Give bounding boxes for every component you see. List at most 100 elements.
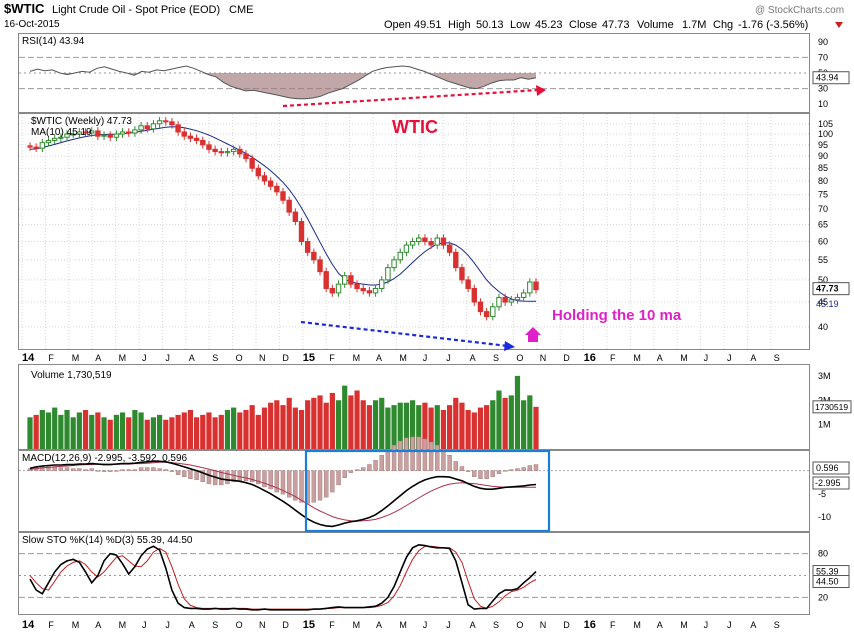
volume-bar <box>218 414 224 449</box>
price-candle-body <box>409 241 416 246</box>
stochastic-d-value-label: 44.50 <box>816 577 839 587</box>
rsi-divergence-arrowhead-icon <box>536 85 546 96</box>
bottom-x-tick-label: J <box>142 620 147 630</box>
price-candle-body <box>82 131 89 134</box>
bottom-x-tick-label: S <box>493 620 499 630</box>
macd-histogram-bar <box>299 470 304 503</box>
macd-histogram-bar <box>274 470 280 493</box>
price-candle-body <box>317 259 323 273</box>
volume-bar <box>397 402 403 449</box>
macd-histogram-bar <box>336 470 341 486</box>
bottom-x-tick-label: A <box>376 620 382 630</box>
volume-bar <box>360 400 366 449</box>
price-candle-body <box>70 133 76 136</box>
price-candle-body <box>446 244 453 253</box>
price-y-tick-label: 90 <box>818 151 828 161</box>
price-candle-body <box>520 292 527 298</box>
macd-histogram-bar <box>27 468 33 471</box>
price-candle-body <box>261 175 268 182</box>
price-y-tick-label: 40 <box>818 322 828 332</box>
volume-bar <box>58 414 64 449</box>
macd-histogram-bar <box>114 470 119 472</box>
macd-histogram-bar <box>182 470 187 477</box>
price-candle-body <box>329 287 336 294</box>
macd-histogram-bar <box>225 470 230 485</box>
volume-bar <box>385 407 391 449</box>
volume-bar <box>138 412 144 449</box>
macd-histogram-bar <box>398 440 403 471</box>
macd-histogram-bar <box>286 470 292 498</box>
volume-bar <box>447 405 453 449</box>
macd-line <box>29 460 537 528</box>
macd-histogram-bar <box>496 470 502 474</box>
macd-histogram-bar <box>435 444 440 471</box>
bottom-x-tick-label: M <box>119 620 127 630</box>
macd-histogram-bar <box>126 469 131 471</box>
price-candle-body <box>212 148 218 153</box>
price-y-tick-label: 50 <box>818 275 828 285</box>
macd-histogram-bar <box>206 470 212 485</box>
macd-histogram-bar <box>465 470 471 472</box>
price-x-tick-label: A <box>189 353 195 363</box>
bottom-x-tick-label: M <box>72 620 80 630</box>
bottom-x-tick-label: S <box>212 620 218 630</box>
price-candle-body <box>440 237 447 246</box>
macd-histogram-bar <box>293 470 298 501</box>
macd-y-tick-label: -10 <box>818 512 831 522</box>
stochastic-d-value-box <box>812 575 850 589</box>
price-candle-body <box>64 133 70 138</box>
volume-bar <box>268 402 274 449</box>
macd-histogram-bar <box>391 444 397 471</box>
bottom-x-tick-label: F <box>48 620 54 630</box>
price-divergence-arrowhead-icon <box>504 341 515 351</box>
price-candle-body <box>416 237 422 243</box>
volume-bar <box>416 405 422 449</box>
macd-histogram-bar <box>249 470 255 483</box>
price-candle-body <box>89 130 95 134</box>
price-candle-body <box>119 131 126 135</box>
stochastic-panel-frame <box>18 532 810 615</box>
bottom-x-tick-label: F <box>329 620 335 630</box>
price-candle-body <box>298 220 305 243</box>
price-x-tick-label: A <box>376 353 382 363</box>
volume-bar <box>169 417 175 449</box>
price-panel-frame <box>18 113 810 350</box>
macd-histogram-bar <box>533 464 539 471</box>
macd-histogram-bar <box>428 441 434 471</box>
volume-bar <box>224 410 231 449</box>
price-y-tick-label: 100 <box>818 129 833 139</box>
macd-histogram-bar <box>416 436 421 471</box>
price-x-tick-label: N <box>540 353 547 363</box>
volume-bar <box>27 417 33 449</box>
macd-histogram-bar <box>175 470 181 475</box>
macd-histogram-bar <box>89 468 94 471</box>
volume-bar <box>366 405 372 449</box>
volume-bar <box>249 405 255 449</box>
stochastic-title: Slow STO %K(14) %D(3) 55.39, 44.50 <box>22 535 193 546</box>
annotation-layer: WTIC Holding the 10 ma <box>282 85 682 533</box>
bottom-x-tick-label: 14 <box>22 619 35 631</box>
price-candle-body <box>144 125 150 130</box>
volume-bar <box>372 400 379 449</box>
rsi-y-tick-label: 70 <box>818 52 828 62</box>
bottom-x-tick-label: F <box>610 620 616 630</box>
volume-bar <box>45 412 52 449</box>
volume-bar <box>514 375 521 449</box>
macd-histogram-bar <box>379 455 384 471</box>
volume-bar <box>527 395 533 449</box>
volume-bar <box>82 410 89 449</box>
volume-bar <box>311 397 317 449</box>
bottom-x-tick-label: A <box>657 620 663 630</box>
volume-bar <box>243 410 249 449</box>
volume-bar <box>477 407 484 449</box>
price-candle-body <box>397 251 403 261</box>
macd-title: MACD(12,26,9) -2.995, -3.592, 0.596 <box>22 453 188 464</box>
price-candle-body <box>514 296 521 301</box>
price-candle-body <box>33 146 39 149</box>
volume-bar <box>471 412 477 449</box>
macd-histogram-bar <box>422 438 428 471</box>
macd-hist-value-label: 0.596 <box>816 463 839 473</box>
price-candle-body <box>132 129 138 134</box>
macd-histogram-bar <box>323 470 329 498</box>
ma-title: MA(10) 45.19 <box>31 127 92 138</box>
